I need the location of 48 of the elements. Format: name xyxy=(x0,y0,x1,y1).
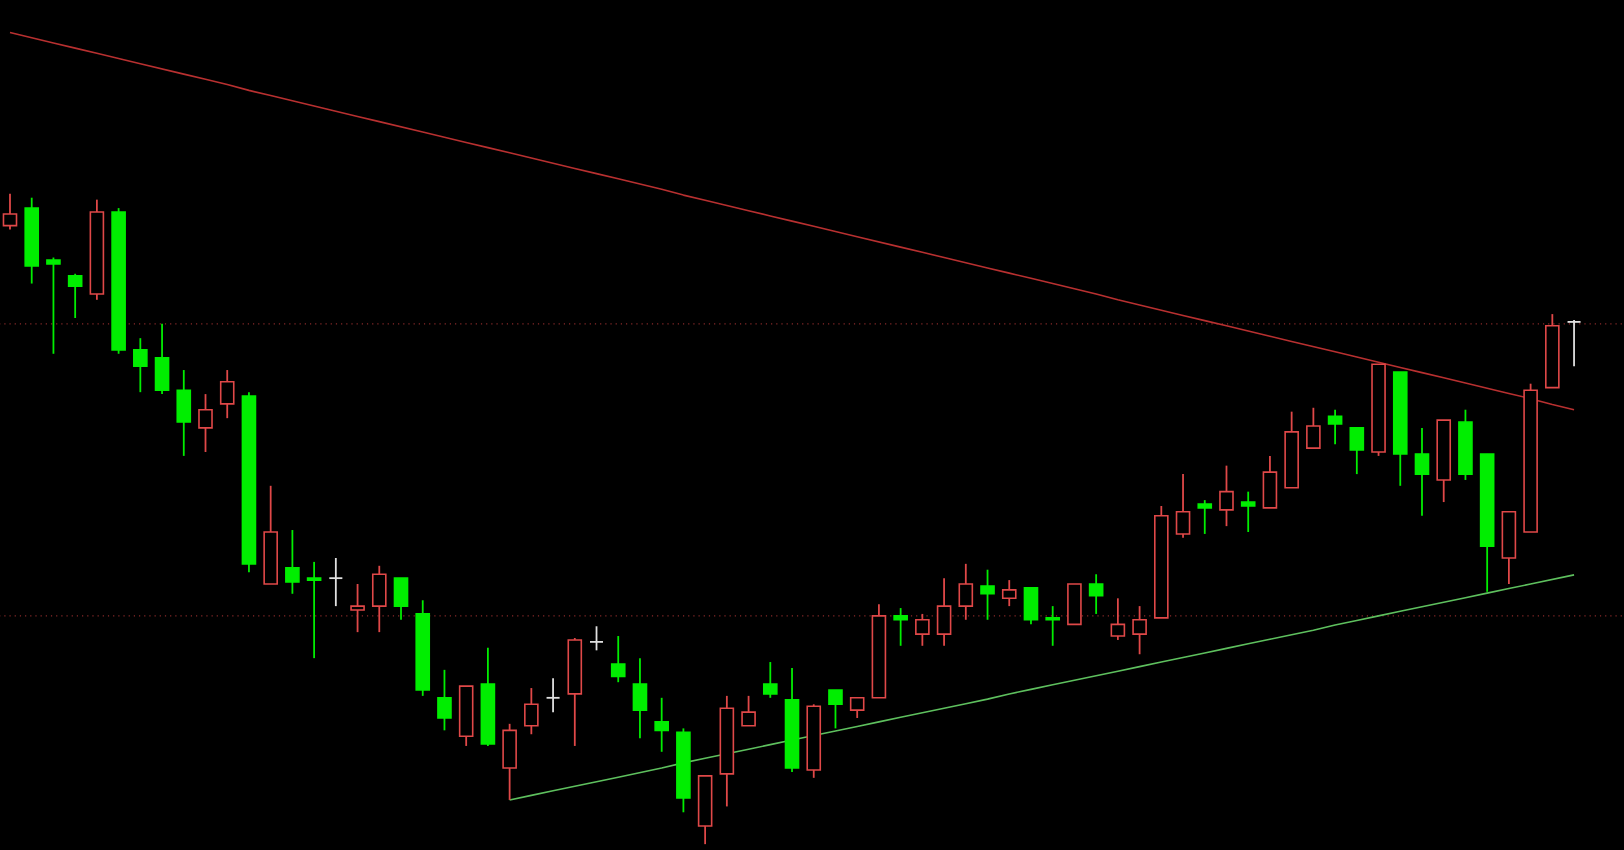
candlestick xyxy=(1327,408,1343,446)
candlestick xyxy=(1001,579,1017,608)
candlestick xyxy=(1219,464,1234,528)
candlestick xyxy=(176,369,192,457)
candlestick xyxy=(524,687,539,736)
candlestick xyxy=(980,568,995,621)
candlestick xyxy=(1306,406,1321,449)
candlestick xyxy=(1110,597,1126,641)
candlestick xyxy=(437,668,452,732)
candlestick xyxy=(632,657,648,740)
candlestick xyxy=(545,677,561,714)
candlestick xyxy=(1088,573,1104,615)
candlestick xyxy=(1501,510,1517,585)
candlestick xyxy=(654,696,669,753)
candlestick xyxy=(350,583,365,634)
candlestick xyxy=(198,393,213,453)
candlestick xyxy=(741,694,756,727)
candlestick xyxy=(154,322,170,395)
candlestick xyxy=(828,689,843,730)
candlestick xyxy=(762,661,778,699)
candlestick xyxy=(849,696,865,719)
candlestick xyxy=(1566,319,1582,368)
candlestick xyxy=(393,577,409,621)
candlestick xyxy=(371,564,387,634)
candlestick xyxy=(46,256,61,355)
candlestick xyxy=(893,607,908,647)
candlestick xyxy=(285,529,300,595)
candlestick xyxy=(1262,454,1278,509)
candlestick xyxy=(1197,499,1213,535)
candlestick xyxy=(1175,473,1191,539)
candlestick xyxy=(1067,583,1082,626)
candlestick xyxy=(1349,427,1365,475)
candlestick xyxy=(589,625,604,652)
candlestick xyxy=(1240,490,1256,533)
candlestick xyxy=(1414,427,1430,517)
candlestick xyxy=(1132,605,1147,656)
candlestick xyxy=(936,577,952,647)
candlestick xyxy=(1023,587,1039,626)
candlestick xyxy=(306,561,322,660)
candlestick xyxy=(915,613,930,647)
candlestick xyxy=(502,722,517,801)
candlestick xyxy=(133,337,148,394)
candlestick xyxy=(610,635,626,684)
candlestick xyxy=(219,369,235,420)
candlestick xyxy=(1045,605,1061,647)
candlestick xyxy=(67,272,83,319)
candlestick xyxy=(958,562,974,621)
candlestick xyxy=(328,557,344,608)
